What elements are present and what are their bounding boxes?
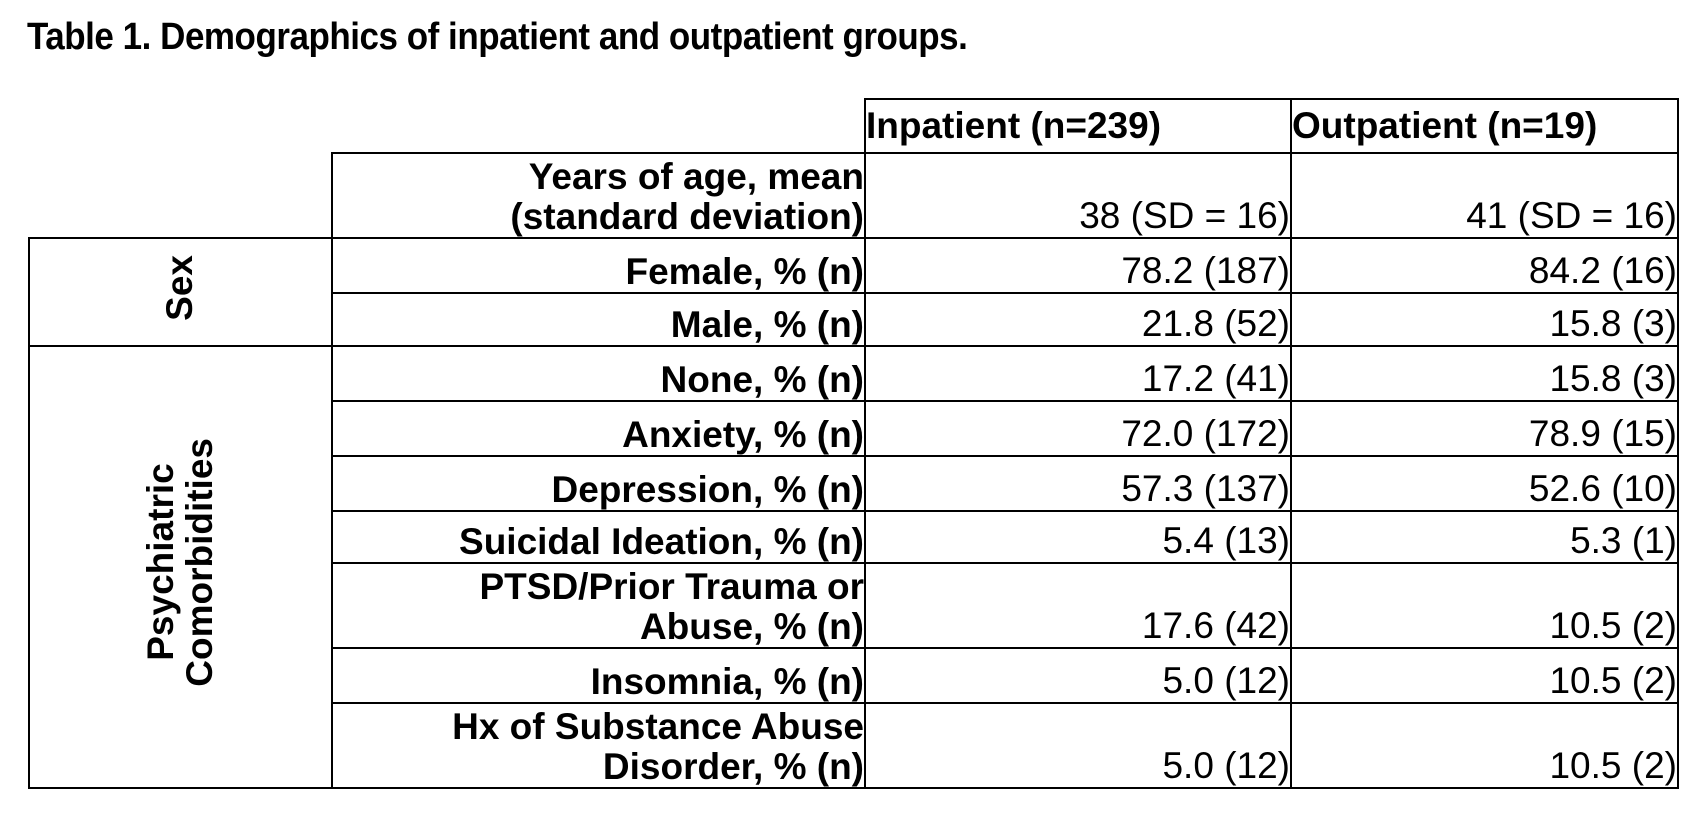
row-male: Male, % (n) 21.8 (52) 15.8 (3) <box>29 292 1679 347</box>
row-label-suicidal-ideation: Suicidal Ideation, % (n) <box>331 510 866 564</box>
row-ptsd-prior-trauma: PTSD/Prior Trauma or Abuse, % (n) 17.6 (… <box>29 562 1679 649</box>
row-label-ptsd-prior-trauma: PTSD/Prior Trauma or Abuse, % (n) <box>331 562 866 649</box>
value-inpatient-female: 78.2 (187) <box>864 237 1292 294</box>
row-none: Psychiatric Comorbidities None, % (n) 17… <box>28 345 1679 789</box>
value-outpatient-female: 84.2 (16) <box>1290 237 1679 294</box>
value-inpatient-suicidal-ideation: 5.4 (13) <box>864 510 1292 564</box>
row-label-male: Male, % (n) <box>331 292 866 347</box>
row-label-none: None, % (n) <box>331 345 866 402</box>
row-years-of-age: Years of age, mean (standard deviation) … <box>29 152 1679 239</box>
value-inpatient-substance-abuse: 5.0 (12) <box>864 702 1292 789</box>
table-title: Table 1. Demographics of inpatient and o… <box>27 16 968 58</box>
row-depression: Depression, % (n) 57.3 (137) 52.6 (10) <box>29 455 1679 512</box>
value-outpatient-suicidal-ideation: 5.3 (1) <box>1290 510 1679 564</box>
group-label-psychiatric-comorbidities-text: Psychiatric Comorbidities <box>139 438 220 687</box>
row-label-depression: Depression, % (n) <box>331 455 866 512</box>
row-label-substance-abuse: Hx of Substance Abuse Disorder, % (n) <box>331 702 866 789</box>
value-inpatient-none: 17.2 (41) <box>864 345 1292 402</box>
row-suicidal-ideation: Suicidal Ideation, % (n) 5.4 (13) 5.3 (1… <box>29 510 1679 564</box>
value-outpatient-ptsd-prior-trauma: 10.5 (2) <box>1290 562 1679 649</box>
header-row: Inpatient (n=239) Outpatient (n=19) <box>29 98 1679 154</box>
blank-group-cell <box>29 153 332 238</box>
row-label-anxiety: Anxiety, % (n) <box>331 400 866 457</box>
value-inpatient-anxiety: 72.0 (172) <box>864 400 1292 457</box>
demographics-table: Inpatient (n=239) Outpatient (n=19) Year… <box>28 98 1679 789</box>
value-outpatient-male: 15.8 (3) <box>1290 292 1679 347</box>
value-inpatient-insomnia: 5.0 (12) <box>864 647 1292 704</box>
blank-corner-cell <box>29 99 865 153</box>
column-header-inpatient: Inpatient (n=239) <box>864 98 1292 154</box>
row-anxiety: Anxiety, % (n) 72.0 (172) 78.9 (15) <box>29 400 1679 457</box>
value-outpatient-insomnia: 10.5 (2) <box>1290 647 1679 704</box>
row-label-female: Female, % (n) <box>331 237 866 294</box>
value-outpatient-years-of-age: 41 (SD = 16) <box>1290 152 1679 239</box>
row-substance-abuse: Hx of Substance Abuse Disorder, % (n) 5.… <box>29 702 1679 789</box>
row-insomnia: Insomnia, % (n) 5.0 (12) 10.5 (2) <box>29 647 1679 704</box>
value-inpatient-male: 21.8 (52) <box>864 292 1292 347</box>
group-label-sex-text: Sex <box>159 254 201 321</box>
value-outpatient-anxiety: 78.9 (15) <box>1290 400 1679 457</box>
value-inpatient-years-of-age: 38 (SD = 16) <box>864 152 1292 239</box>
row-label-years-of-age: Years of age, mean (standard deviation) <box>331 152 866 239</box>
group-label-psychiatric-comorbidities: Psychiatric Comorbidities <box>28 345 333 789</box>
value-inpatient-ptsd-prior-trauma: 17.6 (42) <box>864 562 1292 649</box>
value-outpatient-depression: 52.6 (10) <box>1290 455 1679 512</box>
value-outpatient-substance-abuse: 10.5 (2) <box>1290 702 1679 789</box>
row-label-insomnia: Insomnia, % (n) <box>331 647 866 704</box>
value-inpatient-depression: 57.3 (137) <box>864 455 1292 512</box>
value-outpatient-none: 15.8 (3) <box>1290 345 1679 402</box>
group-label-sex: Sex <box>28 237 333 347</box>
column-header-outpatient: Outpatient (n=19) <box>1290 98 1679 154</box>
row-female: Sex Female, % (n) 78.2 (187) 84.2 (16) <box>28 237 1679 347</box>
